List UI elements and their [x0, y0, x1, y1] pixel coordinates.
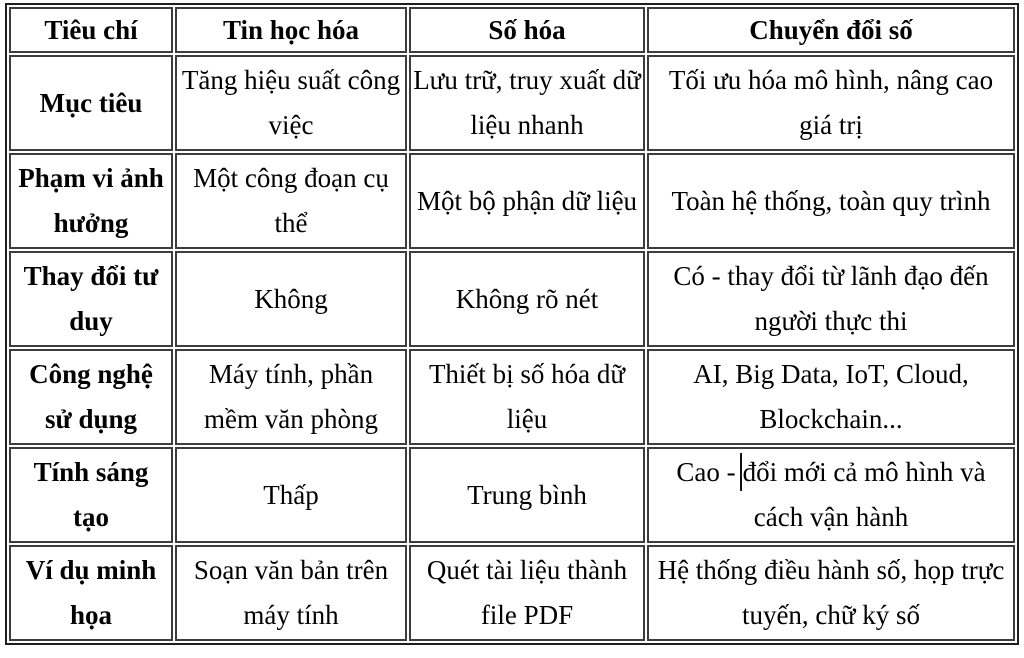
comparison-table: Tiêu chí Tin học hóa Số hóa Chuyển đổi s…	[5, 3, 1019, 645]
cell-value[interactable]: Thấp	[175, 447, 407, 543]
cell-criterion[interactable]: Thay đổi tư duy	[9, 251, 173, 347]
table-row-vi-du: Ví dụ minh họa Soạn văn bản trên máy tín…	[9, 545, 1015, 641]
cell-criterion[interactable]: Ví dụ minh họa	[9, 545, 173, 641]
cell-criterion[interactable]: Mục tiêu	[9, 55, 173, 151]
header-cell-computerization[interactable]: Tin học hóa	[175, 7, 407, 53]
cell-value[interactable]: AI, Big Data, IoT, Cloud, Blockchain...	[647, 349, 1015, 445]
cell-value[interactable]: Tăng hiệu suất công việc	[175, 55, 407, 151]
cell-value[interactable]: Máy tính, phần mềm văn phòng	[175, 349, 407, 445]
cell-value[interactable]: Tối ưu hóa mô hình, nâng cao giá trị	[647, 55, 1015, 151]
cell-criterion[interactable]: Phạm vi ảnh hưởng	[9, 153, 173, 249]
cell-criterion[interactable]: Tính sáng tạo	[9, 447, 173, 543]
table-row-muc-tieu: Mục tiêu Tăng hiệu suất công việc Lưu tr…	[9, 55, 1015, 151]
table-row-thay-doi-tu-duy: Thay đổi tư duy Không Không rõ nét Có - …	[9, 251, 1015, 347]
cell-value[interactable]: Không	[175, 251, 407, 347]
table-row-tinh-sang-tao: Tính sáng tạo Thấp Trung bình Cao - đổi m…	[9, 447, 1015, 543]
text-caret	[739, 453, 742, 492]
header-cell-digitization[interactable]: Số hóa	[409, 7, 645, 53]
header-cell-criteria[interactable]: Tiêu chí	[9, 7, 173, 53]
cell-value[interactable]: Không rõ nét	[409, 251, 645, 347]
cell-value[interactable]: Hệ thống điều hành số, họp trực tuyến, c…	[647, 545, 1015, 641]
cell-value[interactable]: Có - thay đổi từ lãnh đạo đến người thực…	[647, 251, 1015, 347]
table-row-cong-nghe: Công nghệ sử dụng Máy tính, phần mềm văn…	[9, 349, 1015, 445]
table-row-pham-vi: Phạm vi ảnh hưởng Một công đoạn cụ thể M…	[9, 153, 1015, 249]
cell-value[interactable]: Một bộ phận dữ liệu	[409, 153, 645, 249]
cell-criterion[interactable]: Công nghệ sử dụng	[9, 349, 173, 445]
cell-value[interactable]: Toàn hệ thống, toàn quy trình	[647, 153, 1015, 249]
text-before-caret: Cao -	[676, 456, 736, 487]
cell-value[interactable]: Quét tài liệu thành file PDF	[409, 545, 645, 641]
header-cell-digital-transformation[interactable]: Chuyển đổi số	[647, 7, 1015, 53]
cell-value[interactable]: Trung bình	[409, 447, 645, 543]
cell-value[interactable]: Soạn văn bản trên máy tính	[175, 545, 407, 641]
cell-value[interactable]: Một công đoạn cụ thể	[175, 153, 407, 249]
cell-value-with-caret[interactable]: Cao - đổi mới cả mô hình và cách vận hành	[647, 447, 1015, 543]
cell-value[interactable]: Thiết bị số hóa dữ liệu	[409, 349, 645, 445]
text-after-caret: đổi mới cả mô hình và cách vận hành	[742, 456, 986, 533]
cell-value[interactable]: Lưu trữ, truy xuất dữ liệu nhanh	[409, 55, 645, 151]
table-header-row: Tiêu chí Tin học hóa Số hóa Chuyển đổi s…	[9, 7, 1015, 53]
